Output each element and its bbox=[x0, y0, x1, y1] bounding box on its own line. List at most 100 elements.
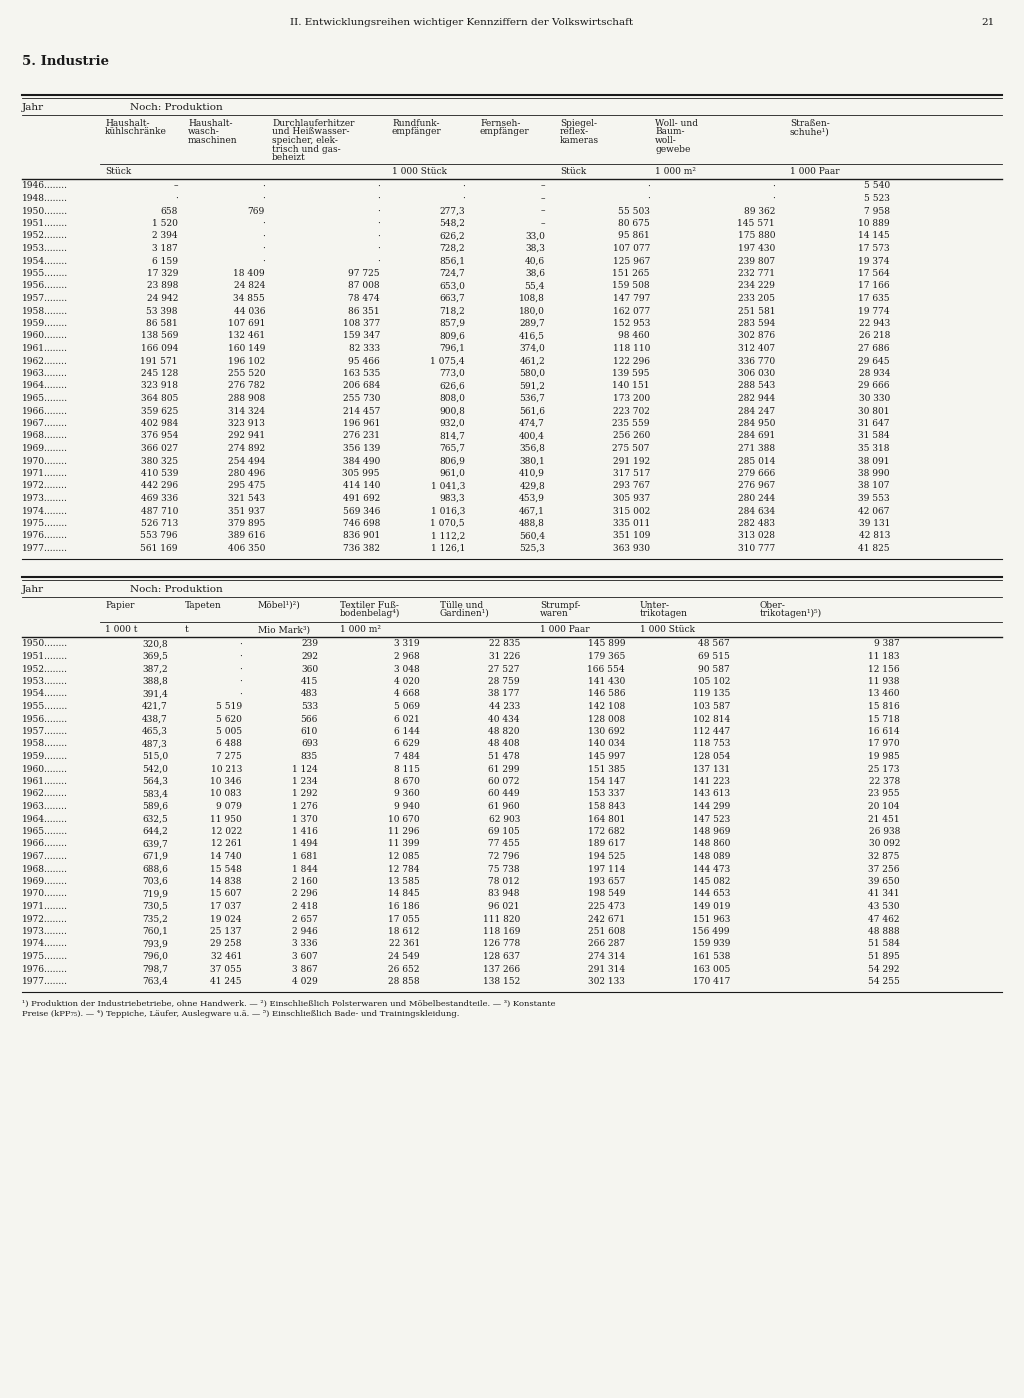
Text: 336 770: 336 770 bbox=[738, 356, 775, 365]
Text: 118 169: 118 169 bbox=[482, 927, 520, 937]
Text: 274 314: 274 314 bbox=[588, 952, 625, 960]
Text: 1974........: 1974........ bbox=[22, 506, 68, 516]
Text: 25 173: 25 173 bbox=[868, 765, 900, 773]
Text: Gardinen¹): Gardinen¹) bbox=[440, 610, 489, 618]
Text: 1969........: 1969........ bbox=[22, 445, 68, 453]
Text: 26 938: 26 938 bbox=[868, 828, 900, 836]
Text: 583,4: 583,4 bbox=[142, 790, 168, 798]
Text: 400,4: 400,4 bbox=[519, 432, 545, 440]
Text: 271 388: 271 388 bbox=[738, 445, 775, 453]
Text: 87 008: 87 008 bbox=[348, 281, 380, 291]
Text: 53 398: 53 398 bbox=[146, 306, 178, 316]
Text: 5 069: 5 069 bbox=[394, 702, 420, 712]
Text: 54 255: 54 255 bbox=[868, 977, 900, 986]
Text: 1952........: 1952........ bbox=[22, 664, 68, 674]
Text: ·: · bbox=[262, 194, 265, 203]
Text: 17 329: 17 329 bbox=[146, 268, 178, 278]
Text: 14 145: 14 145 bbox=[858, 232, 890, 240]
Text: 11 938: 11 938 bbox=[868, 677, 900, 686]
Text: 25 137: 25 137 bbox=[211, 927, 242, 937]
Text: 148 089: 148 089 bbox=[692, 851, 730, 861]
Text: 3 867: 3 867 bbox=[292, 965, 318, 973]
Text: 128 637: 128 637 bbox=[483, 952, 520, 960]
Text: 10 346: 10 346 bbox=[211, 777, 242, 786]
Text: 13 585: 13 585 bbox=[388, 877, 420, 886]
Text: 1975........: 1975........ bbox=[22, 952, 69, 960]
Text: 356 139: 356 139 bbox=[343, 445, 380, 453]
Text: 144 299: 144 299 bbox=[693, 802, 730, 811]
Text: 11 296: 11 296 bbox=[388, 828, 420, 836]
Text: 55 503: 55 503 bbox=[618, 207, 650, 215]
Text: 469 336: 469 336 bbox=[141, 493, 178, 503]
Text: 51 895: 51 895 bbox=[868, 952, 900, 960]
Text: 41 245: 41 245 bbox=[210, 977, 242, 986]
Text: 1957........: 1957........ bbox=[22, 727, 69, 735]
Text: 28 759: 28 759 bbox=[488, 677, 520, 686]
Text: 17 635: 17 635 bbox=[858, 294, 890, 303]
Text: 548,2: 548,2 bbox=[439, 219, 465, 228]
Text: 17 037: 17 037 bbox=[211, 902, 242, 911]
Text: 6 021: 6 021 bbox=[394, 714, 420, 724]
Text: 1 292: 1 292 bbox=[293, 790, 318, 798]
Text: ·: · bbox=[240, 651, 242, 661]
Text: 111 820: 111 820 bbox=[482, 914, 520, 924]
Text: 17 564: 17 564 bbox=[858, 268, 890, 278]
Text: 376 954: 376 954 bbox=[140, 432, 178, 440]
Text: 39 553: 39 553 bbox=[858, 493, 890, 503]
Text: 388,8: 388,8 bbox=[142, 677, 168, 686]
Text: 172 682: 172 682 bbox=[588, 828, 625, 836]
Text: 1 000 m²: 1 000 m² bbox=[340, 625, 381, 635]
Text: 1960........: 1960........ bbox=[22, 331, 68, 341]
Text: 193 657: 193 657 bbox=[588, 877, 625, 886]
Text: 663,7: 663,7 bbox=[439, 294, 465, 303]
Text: 1961........: 1961........ bbox=[22, 344, 68, 354]
Text: 644,2: 644,2 bbox=[142, 828, 168, 836]
Text: 1959........: 1959........ bbox=[22, 319, 69, 329]
Text: 809,6: 809,6 bbox=[439, 331, 465, 341]
Text: 295 475: 295 475 bbox=[227, 481, 265, 491]
Text: 536,7: 536,7 bbox=[519, 394, 545, 403]
Text: 363 930: 363 930 bbox=[613, 544, 650, 554]
Text: 158 843: 158 843 bbox=[588, 802, 625, 811]
Text: 313 028: 313 028 bbox=[738, 531, 775, 541]
Text: 364 805: 364 805 bbox=[140, 394, 178, 403]
Text: 7 484: 7 484 bbox=[394, 752, 420, 761]
Text: 2 160: 2 160 bbox=[292, 877, 318, 886]
Text: ·: · bbox=[377, 207, 380, 215]
Text: 24 824: 24 824 bbox=[233, 281, 265, 291]
Text: Haushalt-: Haushalt- bbox=[188, 119, 232, 129]
Text: 9 079: 9 079 bbox=[216, 802, 242, 811]
Text: ·: · bbox=[262, 256, 265, 266]
Text: 196 102: 196 102 bbox=[227, 356, 265, 365]
Text: 251 581: 251 581 bbox=[737, 306, 775, 316]
Text: 144 473: 144 473 bbox=[693, 864, 730, 874]
Text: 89 362: 89 362 bbox=[743, 207, 775, 215]
Text: 4 029: 4 029 bbox=[292, 977, 318, 986]
Text: 1977........: 1977........ bbox=[22, 544, 68, 554]
Text: Unter-: Unter- bbox=[640, 601, 670, 610]
Text: 24 942: 24 942 bbox=[146, 294, 178, 303]
Text: 1967........: 1967........ bbox=[22, 419, 68, 428]
Text: 282 944: 282 944 bbox=[738, 394, 775, 403]
Text: 29 258: 29 258 bbox=[211, 939, 242, 948]
Text: woll-: woll- bbox=[655, 136, 677, 145]
Text: 429,8: 429,8 bbox=[519, 481, 545, 491]
Text: 173 200: 173 200 bbox=[613, 394, 650, 403]
Text: 483: 483 bbox=[301, 689, 318, 699]
Text: 105 102: 105 102 bbox=[692, 677, 730, 686]
Text: 80 675: 80 675 bbox=[618, 219, 650, 228]
Text: 1 370: 1 370 bbox=[292, 815, 318, 823]
Text: waren: waren bbox=[540, 610, 568, 618]
Text: trisch und gas-: trisch und gas- bbox=[272, 144, 341, 154]
Text: Preise (kPP₇₅). — ⁴) Teppiche, Läufer, Auslegware u.ä. — ⁵) Einschließlich Bade-: Preise (kPP₇₅). — ⁴) Teppiche, Läufer, A… bbox=[22, 1009, 460, 1018]
Text: Ober-: Ober- bbox=[760, 601, 785, 610]
Text: 55,4: 55,4 bbox=[524, 281, 545, 291]
Text: –: – bbox=[541, 182, 545, 190]
Text: Papier: Papier bbox=[105, 601, 134, 610]
Text: 31 226: 31 226 bbox=[488, 651, 520, 661]
Text: 51 478: 51 478 bbox=[488, 752, 520, 761]
Text: 282 483: 282 483 bbox=[738, 519, 775, 528]
Text: 384 490: 384 490 bbox=[343, 457, 380, 466]
Text: ·: · bbox=[647, 194, 650, 203]
Text: 1957........: 1957........ bbox=[22, 294, 69, 303]
